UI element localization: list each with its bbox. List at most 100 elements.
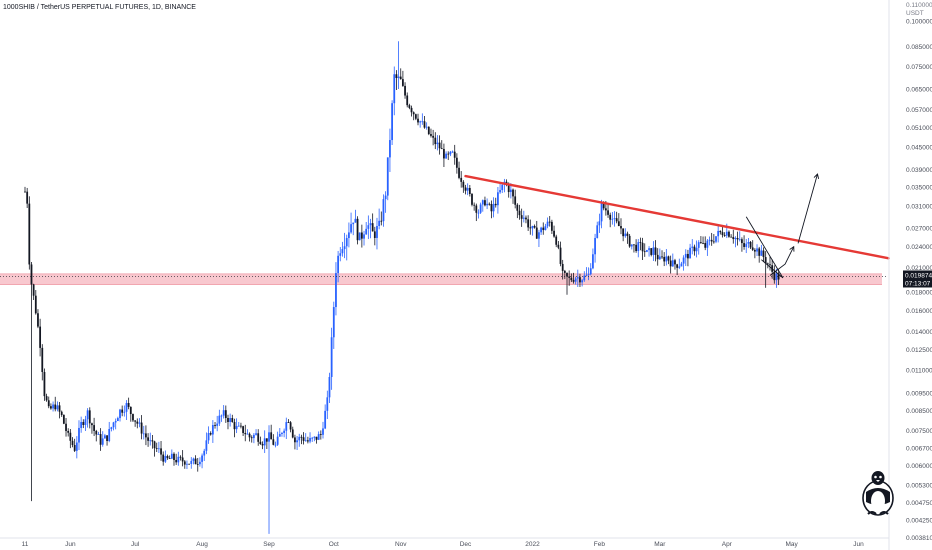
candle-body xyxy=(766,263,769,265)
time-axis[interactable]: 11 Jun Jul Aug Sep Oct Nov Dec 2022 Feb Mar Apr May J… xyxy=(0,537,889,548)
trendline-layer[interactable] xyxy=(464,174,890,260)
price-tick-label: 0.057000 xyxy=(906,107,932,114)
candle xyxy=(151,434,154,449)
candle xyxy=(674,258,676,270)
candle-body xyxy=(611,218,614,220)
candle xyxy=(257,429,260,446)
candle xyxy=(360,224,363,248)
candle-body xyxy=(486,203,489,206)
candle-body xyxy=(430,134,432,136)
candle-body xyxy=(365,228,368,235)
candle-body xyxy=(585,274,588,276)
annotations-layer[interactable] xyxy=(745,173,820,279)
candle xyxy=(153,440,156,457)
candle xyxy=(248,432,251,442)
candle-body xyxy=(648,248,650,251)
candle-body xyxy=(553,230,555,237)
candle-body xyxy=(654,247,657,255)
candle xyxy=(190,457,193,469)
drawing-arrow-2[interactable] xyxy=(769,246,795,276)
candle xyxy=(499,182,501,194)
price-tick-label: 0.035000 xyxy=(906,184,932,191)
candle-body xyxy=(224,410,227,419)
candle xyxy=(579,273,581,288)
candle-body xyxy=(637,242,640,252)
candle-body xyxy=(250,437,253,439)
candle xyxy=(477,209,480,219)
candle xyxy=(440,140,443,150)
candle-body xyxy=(56,405,59,410)
candle-body xyxy=(86,410,89,420)
candle-body xyxy=(237,425,240,427)
candle xyxy=(715,236,717,244)
candle-body xyxy=(555,236,558,245)
candle-body xyxy=(669,260,672,267)
candle-body xyxy=(658,256,661,260)
candle xyxy=(555,234,558,248)
candle-body xyxy=(566,272,568,277)
candle xyxy=(687,249,689,267)
candle-body xyxy=(747,241,750,244)
candle xyxy=(330,327,333,390)
candle xyxy=(211,420,214,443)
candle-body xyxy=(356,218,359,241)
support-zone[interactable] xyxy=(0,273,882,285)
candle xyxy=(125,400,128,420)
candle xyxy=(358,232,361,241)
candle xyxy=(108,421,111,443)
candle-body xyxy=(512,189,514,197)
candle xyxy=(50,403,52,410)
drawing-arrow-3[interactable] xyxy=(797,173,818,244)
candle xyxy=(738,231,741,242)
candle-body xyxy=(343,246,346,250)
resistance-trendline[interactable] xyxy=(464,174,890,260)
candle xyxy=(317,431,320,441)
candle xyxy=(242,425,244,437)
candle-body xyxy=(298,436,301,441)
candle xyxy=(114,418,117,430)
candle-body xyxy=(281,432,283,434)
candle xyxy=(769,256,771,271)
candle xyxy=(54,396,57,412)
candle xyxy=(378,208,381,230)
candle xyxy=(244,424,247,442)
candle xyxy=(58,401,61,419)
candle-body xyxy=(257,433,260,442)
candle xyxy=(274,441,277,448)
candle xyxy=(71,437,74,448)
candle xyxy=(706,239,709,256)
time-tick-label: Feb xyxy=(594,541,606,548)
candle xyxy=(86,408,89,428)
candle xyxy=(648,246,650,257)
candle-body xyxy=(261,443,264,446)
candle-body xyxy=(399,76,402,80)
candle-body xyxy=(453,151,456,158)
candle xyxy=(315,436,318,444)
candle-body xyxy=(680,263,683,267)
candle-body xyxy=(455,157,458,168)
candle-body xyxy=(393,74,396,104)
candle-body xyxy=(734,238,737,240)
candle xyxy=(199,457,201,467)
candle-body xyxy=(296,440,298,443)
candle xyxy=(298,433,301,447)
candle xyxy=(741,237,743,252)
price-axis[interactable]: 0.100000 0.085000 0.075000 0.065000 0.057000… xyxy=(888,0,932,550)
price-tick-label: 0.003810 xyxy=(906,535,932,542)
candle-body xyxy=(149,440,152,442)
candle-body xyxy=(538,232,540,239)
candle-body xyxy=(501,184,504,191)
drawing-line-0[interactable] xyxy=(745,216,784,279)
candle xyxy=(633,244,635,253)
candle xyxy=(175,453,178,465)
candle-body xyxy=(384,195,387,200)
candle-body xyxy=(319,434,322,435)
candle xyxy=(773,265,776,284)
candle xyxy=(710,232,713,246)
candle xyxy=(220,414,223,422)
candle-body xyxy=(378,220,381,226)
candle-body xyxy=(37,313,39,327)
drawing-line-1[interactable] xyxy=(761,259,784,279)
